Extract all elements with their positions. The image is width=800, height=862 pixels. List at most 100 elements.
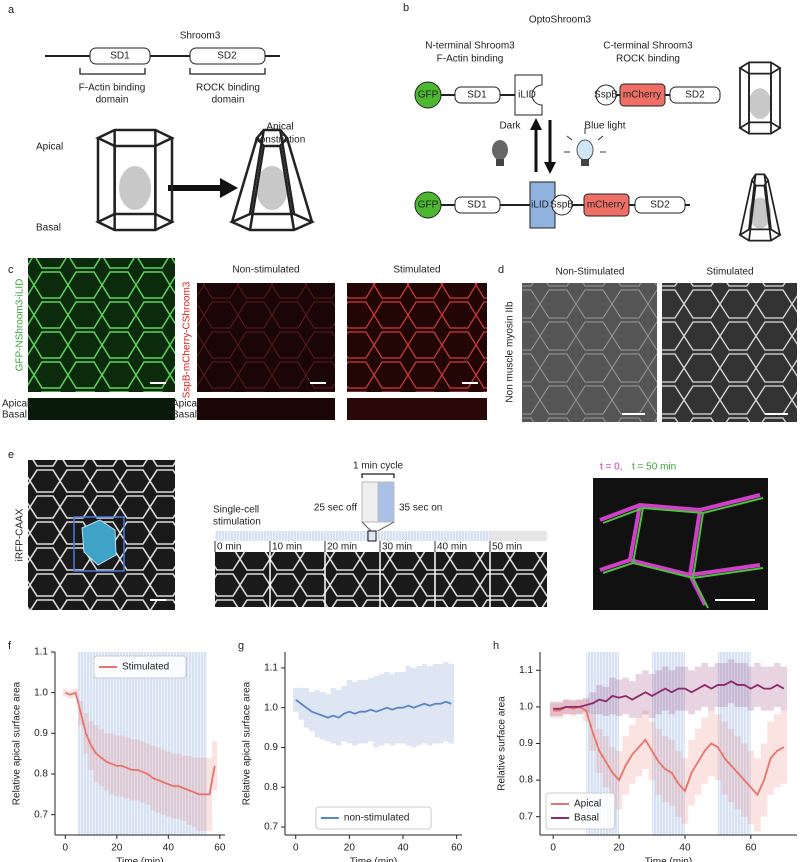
panel-label: c (8, 264, 14, 276)
note: ROCK binding (196, 83, 260, 94)
x-axis-label: Time (min) (116, 857, 163, 862)
x-tick-label: 0 (550, 843, 556, 854)
time-label: 50 min (492, 542, 522, 553)
micrograph (662, 283, 797, 422)
panel-label: h (493, 640, 499, 652)
cycle-label: 1 min cycle (353, 461, 403, 472)
line (553, 705, 785, 797)
y-tick-label: 0.7 (519, 811, 533, 822)
stim-label: Single-cell (213, 505, 259, 516)
nucleus (256, 166, 288, 210)
part-label: iLID (518, 90, 536, 101)
error-band (212, 741, 218, 791)
panel-label: g (238, 640, 244, 652)
error-band (448, 663, 454, 744)
y-tick-label: 1.0 (519, 702, 533, 713)
mcherry (583, 193, 630, 217)
part-label: GFP (418, 90, 439, 101)
timeline (215, 531, 490, 541)
micrograph-strip (197, 398, 335, 420)
title: Shroom3 (180, 31, 221, 42)
y-tick-label: 1.1 (519, 665, 533, 676)
part-label: SD2 (650, 200, 670, 211)
y-axis-label: Relative surface area (497, 696, 508, 791)
bulb (576, 139, 594, 161)
rays (564, 128, 606, 153)
subtitle: ROCK binding (616, 54, 680, 65)
cell-edge (763, 185, 772, 241)
schematics: 0 min 10 min 20 min 30 min 40 min 50 min (95, 61, 782, 607)
scale-bars (150, 382, 788, 601)
charts: f 0.7 0.8 0.9 1.0 1.1 0 20 40 60 Time (min) Relativ… (8, 640, 797, 862)
cell-bottom (95, 212, 175, 232)
y-tick-label: 0.8 (34, 769, 48, 780)
y-tick-label: 1.0 (264, 702, 278, 713)
domain-label: SD2 (217, 51, 237, 62)
legend-label: Stimulated (122, 662, 169, 673)
part-label: SD1 (467, 200, 487, 211)
mcherry (619, 83, 666, 107)
legend-label: non-stimulated (344, 813, 410, 824)
y-tick-label: 0.9 (34, 728, 48, 739)
y-axis-label: Relative apical surface area (12, 681, 23, 805)
error-band (549, 703, 557, 718)
cell-bottom (738, 228, 782, 242)
basal-label: Basal (2, 410, 27, 421)
y-tick-label: 0.8 (519, 775, 533, 786)
error-band (293, 687, 299, 712)
error-band (549, 701, 557, 717)
time-label: 20 min (327, 542, 357, 553)
cell-edge (767, 179, 781, 236)
apical-label: Apical (2, 399, 29, 410)
legend-label: Basal (574, 813, 599, 824)
part-label: iLID (531, 200, 549, 211)
bracket (361, 473, 395, 478)
part-label: SspB (594, 90, 618, 101)
channel-label: iRFP-CAAX (15, 508, 26, 561)
cell-edge (763, 174, 772, 230)
sspb (551, 194, 573, 216)
y-tick-label: 1.1 (264, 663, 278, 674)
cell-bottom (738, 121, 782, 135)
note: F-Actin binding (79, 83, 146, 94)
sd1 (454, 196, 501, 214)
micrograph-strip (347, 398, 487, 420)
micrograph (28, 258, 175, 392)
bulb-base (581, 159, 589, 166)
title: OptoShroom3 (529, 15, 592, 26)
cell-top (95, 128, 175, 148)
gfp (414, 81, 442, 109)
column-title: Stimulated (393, 265, 440, 276)
x-tick-label: 0 (293, 843, 299, 854)
cell-edge (230, 137, 259, 223)
note: domain (96, 95, 129, 106)
line (553, 680, 785, 710)
part-label: SD1 (467, 90, 487, 101)
channel-label: SspB-mCherry-CShroom3 (182, 281, 193, 398)
y-tick-label: 0.7 (34, 809, 48, 820)
cell-edge (279, 145, 296, 231)
panel-label: d (498, 264, 504, 276)
line (295, 699, 452, 719)
cell-edge (248, 129, 265, 215)
y-tick-label: 0.9 (264, 742, 278, 753)
note: domain (212, 95, 245, 106)
cell-edge (748, 174, 757, 230)
stain-label: Non muscle myosin IIb (505, 301, 516, 403)
arrow-head (530, 118, 542, 130)
cell-bottom (228, 212, 316, 232)
nucleus (119, 166, 151, 210)
error-band (780, 666, 788, 711)
domain-box (189, 47, 266, 65)
column-title: Stimulated (706, 267, 753, 278)
basal-label: Basal (172, 410, 197, 421)
nucleus (748, 197, 772, 229)
off-box (361, 481, 379, 523)
cell-edge (279, 129, 296, 215)
arrow-label: Apical (266, 122, 293, 133)
cycle-marker (367, 530, 377, 542)
legend-box (545, 792, 616, 830)
part-label: mCherry (587, 200, 625, 211)
part-label: SspB (550, 200, 574, 211)
x-axis-label: Time (min) (350, 857, 397, 862)
